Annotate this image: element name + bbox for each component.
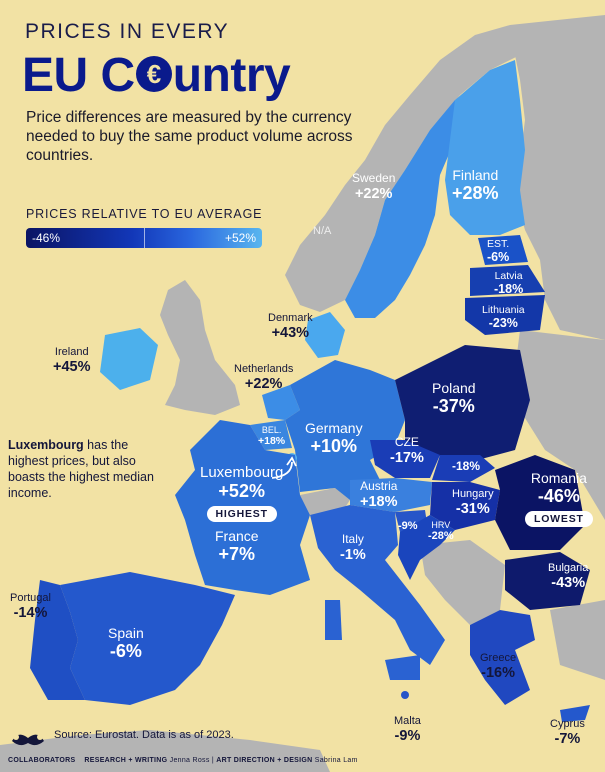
country-sweden [345, 100, 470, 318]
legend-color-bar: -46% +52% [26, 228, 262, 248]
country-malta [401, 691, 409, 699]
country-finland [445, 60, 525, 235]
label-austria: Austria +18% [360, 479, 398, 510]
subtitle: Price differences are measured by the cu… [26, 109, 353, 164]
source-note: Source: Eurostat. Data is as of 2023. [54, 729, 234, 741]
country-latvia [470, 265, 545, 296]
label-denmark: Denmark +43% [268, 312, 313, 341]
research-label: RESEARCH + WRITING [84, 757, 168, 764]
label-germany: Germany +10% [305, 420, 363, 457]
island-sardinia [325, 600, 342, 640]
country-spain [60, 572, 235, 705]
label-croatia: HRV -28% [428, 520, 454, 543]
country-estonia [478, 235, 528, 265]
credits-separator: | [211, 757, 214, 764]
country-czechia [370, 440, 440, 478]
country-croatia [398, 515, 455, 580]
label-finland: Finland +28% [452, 167, 499, 204]
label-hungary: Hungary -31% [452, 488, 494, 517]
title-line2-post: untry [172, 49, 291, 102]
label-czechia: CZE -17% [390, 435, 424, 466]
legend-divider [144, 228, 145, 248]
country-norway [285, 25, 540, 312]
collaborators-logo [12, 734, 44, 746]
brand-name: COLLABORATORS [8, 757, 76, 764]
label-portugal: Portugal -14% [10, 592, 51, 621]
label-romania: Romania -46% LOWEST [525, 470, 593, 527]
island-sicily [385, 655, 420, 680]
country-bulgaria [505, 552, 590, 610]
country-cyprus [560, 705, 590, 722]
country-lithuania [465, 295, 545, 335]
title-line2: EU C € untry [22, 48, 291, 103]
luxembourg-pointer-arrow [271, 461, 293, 479]
country-greece [470, 610, 535, 705]
country-portugal [30, 580, 85, 700]
legend-min: -46% [32, 231, 61, 245]
label-na: N/A [313, 225, 332, 237]
luxembourg-note-text: has the highest prices, but also boasts … [8, 438, 154, 500]
euro-sign-icon: € [135, 56, 172, 92]
country-hungary [430, 482, 500, 530]
country-poland [395, 345, 530, 462]
label-italy: Italy -1% [340, 532, 366, 563]
country-balkans [420, 540, 505, 625]
badge-highest: HIGHEST [206, 505, 277, 522]
country-slovakia [432, 455, 495, 482]
design-name: Sabrina Lam [314, 757, 358, 764]
label-latvia: Latvia -18% [494, 270, 524, 297]
label-spain: Spain -6% [108, 625, 144, 662]
land-north-africa [0, 730, 330, 772]
country-netherlands [262, 385, 300, 420]
legend-max: +52% [224, 231, 256, 245]
country-germany [285, 360, 405, 500]
label-slovenia: -9% [398, 520, 418, 532]
legend-title: PRICES RELATIVE TO EU AVERAGE [26, 207, 263, 221]
label-sweden: Sweden +22% [352, 171, 396, 202]
country-uk [160, 280, 240, 415]
label-slovakia: -18% [452, 459, 481, 473]
label-bulgaria: Bulgaria -43% [548, 562, 589, 591]
credits-line: COLLABORATORS RESEARCH + WRITING Jenna R… [8, 757, 358, 764]
country-ukraine [515, 330, 605, 520]
luxembourg-note: Luxembourg has the highest prices, but a… [8, 437, 158, 501]
country-italy [310, 505, 445, 665]
country-turkey [550, 600, 605, 680]
country-austria [350, 478, 432, 512]
label-lithuania: Lithuania -23% [482, 304, 525, 331]
country-ireland [100, 328, 158, 390]
luxembourg-note-bold: Luxembourg [8, 438, 84, 452]
country-russia [510, 15, 605, 340]
label-poland: Poland -37% [432, 380, 476, 417]
label-greece: Greece -16% [480, 652, 517, 681]
luxembourg-pointer-head [286, 456, 297, 467]
title-line2-pre: EU C [22, 49, 135, 102]
badge-lowest: LOWEST [525, 510, 593, 527]
label-france: France +7% [215, 528, 259, 565]
label-ireland: Ireland +45% [53, 346, 91, 375]
label-cyprus: Cyprus -7% [550, 718, 585, 747]
research-name: Jenna Ross [169, 757, 210, 764]
country-denmark [305, 312, 345, 358]
label-luxembourg: Luxembourg +52% HIGHEST [200, 464, 283, 522]
design-label: ART DIRECTION + DESIGN [216, 757, 313, 764]
label-netherlands: Netherlands +22% [234, 363, 294, 392]
label-estonia: EST. -6% [487, 238, 510, 265]
label-malta: Malta -9% [394, 715, 421, 744]
label-belgium: BEL. +18% [258, 425, 286, 448]
title-line1: PRICES IN EVERY [25, 20, 230, 43]
